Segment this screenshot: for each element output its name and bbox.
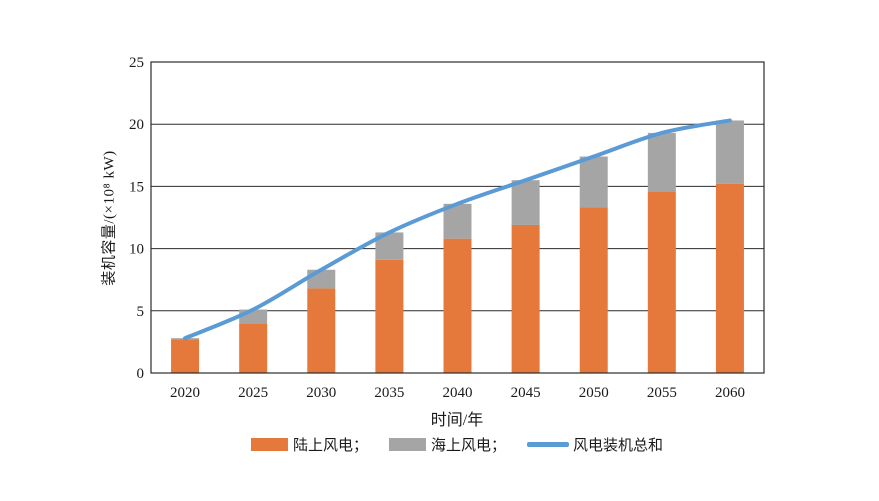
- x-tick-label: 2045: [511, 385, 541, 401]
- bar-segment-onshore: [239, 323, 268, 373]
- x-tick-label: 2025: [238, 385, 268, 401]
- bar-segment-onshore: [307, 288, 336, 373]
- bar-segment-onshore: [579, 207, 608, 373]
- legend-item-onshore-wind: 陆上风电；: [250, 434, 368, 455]
- bar-segment-onshore: [511, 224, 540, 373]
- x-tick-label: 2055: [647, 385, 677, 401]
- bar-segment-onshore: [443, 238, 472, 373]
- bar-segment-offshore: [579, 156, 608, 208]
- bar-segment-offshore: [715, 120, 744, 184]
- onshore-wind-swatch: [250, 438, 288, 451]
- y-tick-label: 10: [129, 242, 144, 258]
- y-tick-label: 15: [129, 179, 144, 195]
- legend-item-total-wind: 风电装机总和: [527, 434, 663, 455]
- x-tick-label: 2060: [715, 385, 745, 401]
- bar-segment-offshore: [443, 203, 472, 239]
- y-tick-label: 20: [129, 117, 144, 133]
- legend-label-total-wind: 风电装机总和: [573, 438, 664, 454]
- bar-segment-offshore: [647, 132, 676, 192]
- x-tick-label: 2040: [443, 385, 473, 401]
- bar-segment-offshore: [307, 269, 336, 289]
- x-tick-label: 2050: [579, 385, 609, 401]
- legend-label-onshore-wind: 陆上风电；: [292, 438, 368, 454]
- bar-segment-offshore: [511, 180, 540, 225]
- y-axis-title: 装机容量/(×10⁸ kW): [101, 150, 118, 286]
- x-tick-label: 2020: [170, 385, 200, 401]
- bar-segment-onshore: [715, 183, 744, 373]
- y-tick-label: 25: [129, 55, 144, 71]
- total-wind-line-swatch: [527, 442, 570, 447]
- total-line: [183, 118, 732, 341]
- bar-segment-onshore: [171, 339, 200, 373]
- y-tick-label: 5: [137, 304, 145, 320]
- plot-border: [150, 61, 765, 374]
- x-axis-title: 时间/年: [430, 412, 484, 429]
- legend-label-offshore-wind: 海上风电；: [430, 438, 507, 454]
- x-tick-label: 2030: [306, 385, 336, 401]
- bar-segment-onshore: [647, 191, 676, 373]
- y-tick-label: 0: [137, 366, 145, 382]
- x-tick-label: 2035: [374, 385, 404, 401]
- bar-segment-onshore: [375, 259, 404, 373]
- offshore-wind-swatch: [388, 438, 426, 451]
- legend-item-offshore-wind: 海上风电；: [388, 434, 507, 455]
- legend: 陆上风电； 海上风电； 风电装机总和: [250, 434, 663, 455]
